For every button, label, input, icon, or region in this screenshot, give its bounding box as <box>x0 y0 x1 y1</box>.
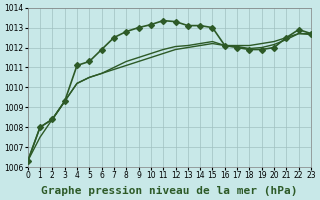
X-axis label: Graphe pression niveau de la mer (hPa): Graphe pression niveau de la mer (hPa) <box>41 186 298 196</box>
